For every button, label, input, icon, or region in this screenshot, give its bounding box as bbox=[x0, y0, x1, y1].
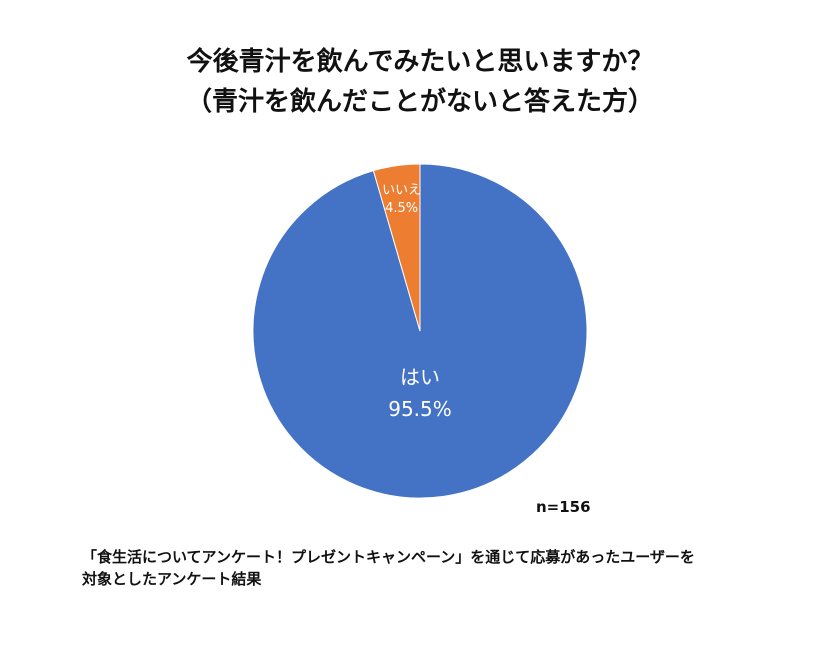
chart-title: 今後青汁を飲んでみたいと思いますか？ （青汁を飲んだことがないと答えた方） bbox=[0, 42, 840, 122]
slice-value-yes: 95.5% bbox=[388, 397, 452, 421]
chart-title-line-1: 今後青汁を飲んでみたいと思いますか？ bbox=[186, 47, 654, 77]
pie-slice-no bbox=[372, 163, 421, 332]
survey-footnote: 「食生活についてアンケート！プレゼントキャンペーン」を通じて応募があったユーザー… bbox=[82, 546, 782, 590]
slice-value-no: 4.5% bbox=[385, 201, 418, 216]
slice-label-no: いいえ bbox=[382, 183, 421, 198]
sample-size-label: n=156 bbox=[536, 498, 591, 516]
footnote-line-1: 「食生活についてアンケート！プレゼントキャンペーン」を通じて応募があったユーザー… bbox=[82, 548, 695, 566]
chart-title-line-2: （青汁を飲んだことがないと答えた方） bbox=[185, 87, 654, 117]
footnote-line-2: 対象としたアンケート結果 bbox=[82, 570, 262, 588]
slice-label-yes: はい bbox=[400, 365, 440, 389]
